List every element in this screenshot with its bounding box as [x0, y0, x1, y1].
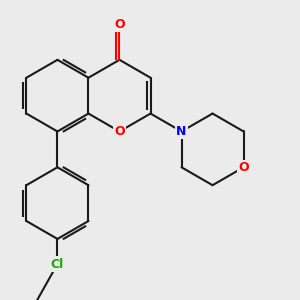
Text: O: O — [114, 125, 125, 138]
Text: Cl: Cl — [51, 257, 64, 271]
Text: O: O — [238, 161, 249, 174]
Text: N: N — [176, 125, 187, 138]
Text: O: O — [114, 17, 125, 31]
